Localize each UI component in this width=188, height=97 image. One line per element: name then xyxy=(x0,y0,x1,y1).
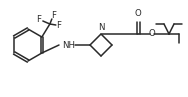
Text: F: F xyxy=(36,14,41,23)
Text: O: O xyxy=(135,9,141,18)
Text: F: F xyxy=(56,22,61,30)
Text: NH: NH xyxy=(62,41,75,49)
Text: F: F xyxy=(51,12,56,20)
Text: O: O xyxy=(149,29,155,39)
Text: N: N xyxy=(98,23,104,32)
